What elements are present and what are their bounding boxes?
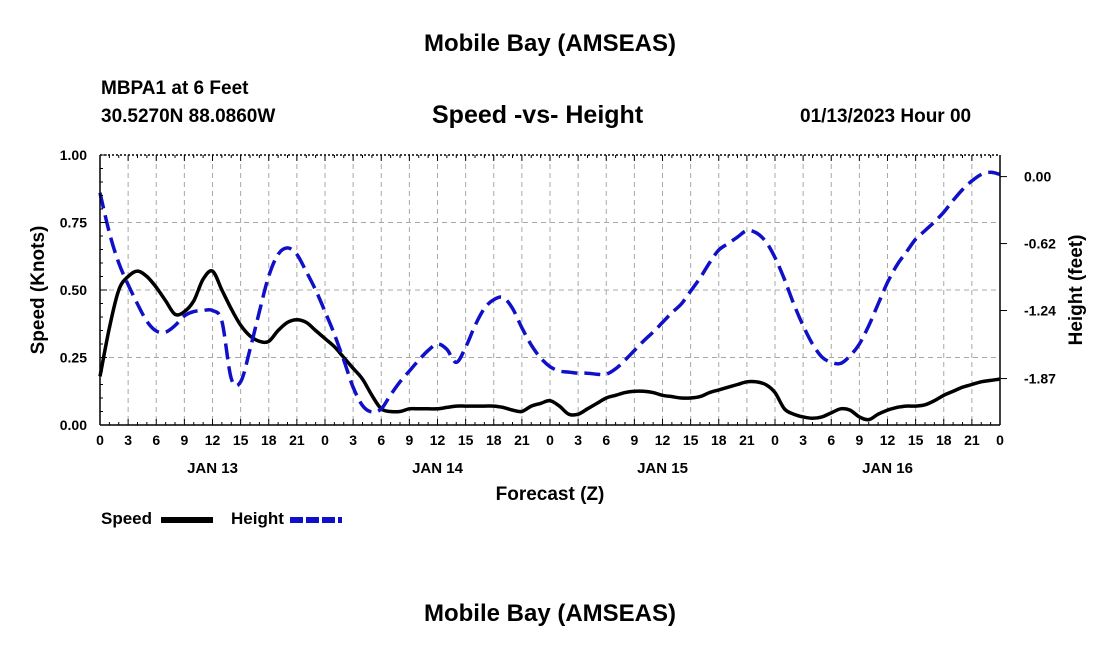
x-tick-label: 18 [261,432,277,448]
x-tick-label: 21 [289,432,305,448]
x-tick-label: 15 [683,432,699,448]
y-left-tick-label: 1.00 [60,147,87,163]
legend-speed-label: Speed [101,509,153,528]
x-date-label: JAN 15 [637,460,688,477]
x-tick-label: 9 [180,432,188,448]
y-axis-left-title: Speed (Knots) [28,226,49,355]
legend-height-swatch [290,517,342,523]
x-tick-label: 0 [321,432,329,448]
x-axis-title: Forecast (Z) [496,484,605,505]
x-tick-label: 21 [964,432,980,448]
x-tick-label: 0 [996,432,1004,448]
x-tick-label: 0 [96,432,104,448]
x-tick-label: 3 [349,432,357,448]
x-tick-label: 15 [233,432,249,448]
x-tick-label: 21 [514,432,530,448]
x-tick-label: 12 [655,432,671,448]
x-tick-label: 0 [771,432,779,448]
x-date-label: JAN 16 [862,460,913,477]
y-left-tick-label: 0.00 [60,417,87,433]
x-tick-label: 12 [880,432,896,448]
figure-title-bottom: Mobile Bay (AMSEAS) [423,600,677,627]
chart-subtitle: Speed -vs- Height [432,101,644,129]
y-right-tick-label: -0.62 [1024,236,1056,252]
y-left-tick-label: 0.75 [60,215,87,231]
x-tick-label: 18 [486,432,502,448]
y-left-tick-label: 0.25 [60,350,87,366]
forecast-datetime: 01/13/2023 Hour 00 [800,106,972,127]
y-axis-right-title: Height (feet) [1066,235,1087,346]
legend-height-label: Height [231,509,284,528]
x-tick-label: 3 [799,432,807,448]
y-right-tick-label: 0.00 [1024,169,1051,185]
x-tick-label: 9 [405,432,413,448]
x-tick-label: 9 [630,432,638,448]
station-coordinates: 30.5270N 88.0860W [101,106,276,127]
series-layer [98,170,1001,422]
x-tick-label: 12 [205,432,221,448]
x-tick-label: 18 [711,432,727,448]
x-tick-label: 3 [574,432,582,448]
x-tick-label: 21 [739,432,755,448]
legend-speed-swatch [161,517,213,523]
grid-layer [100,155,1000,425]
y-right-tick-label: -1.87 [1024,371,1056,387]
x-tick-label: 6 [827,432,835,448]
y-left-tick-label: 0.50 [60,282,87,298]
x-date-label: JAN 14 [412,460,464,477]
x-tick-label: 15 [908,432,924,448]
y-right-tick-label: -1.24 [1024,303,1056,319]
x-tick-label: 6 [602,432,610,448]
x-date-label: JAN 13 [187,460,238,477]
x-tick-label: 6 [377,432,385,448]
station-label: MBPA1 at 6 Feet [101,78,249,99]
x-tick-label: 15 [458,432,474,448]
x-tick-label: 9 [855,432,863,448]
series-line-height [98,170,1001,414]
x-tick-label: 0 [546,432,554,448]
x-tick-label: 6 [152,432,160,448]
axes-layer: 0 3 6 9 12 15 18 21 0 3 6 9 12 15 18 21 0 3 6 9 12 15 18 21 0 3 6 9… [60,147,1056,477]
x-tick-label: 3 [124,432,132,448]
x-tick-label: 12 [430,432,446,448]
x-tick-label: 18 [936,432,952,448]
figure-title-top: Mobile Bay (AMSEAS) [423,30,677,57]
series-line-speed [98,269,1001,422]
